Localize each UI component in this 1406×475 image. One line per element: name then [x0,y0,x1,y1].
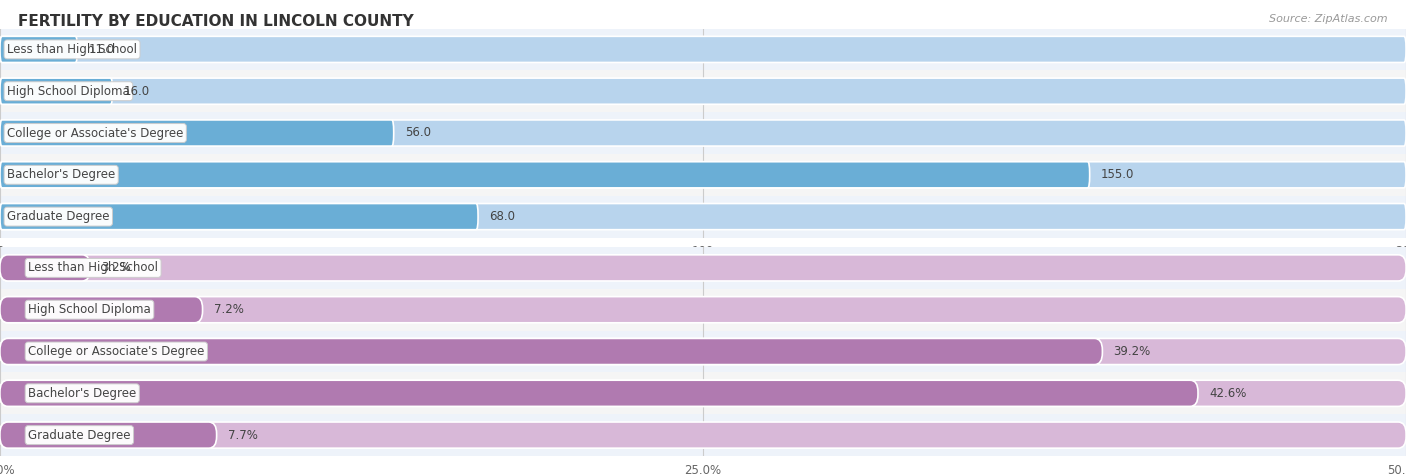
FancyBboxPatch shape [0,422,1406,448]
Text: Less than High School: Less than High School [28,261,157,275]
Text: 16.0: 16.0 [124,85,150,98]
FancyBboxPatch shape [0,120,394,146]
Text: Graduate Degree: Graduate Degree [7,210,110,223]
Text: 68.0: 68.0 [489,210,515,223]
FancyBboxPatch shape [0,112,1406,154]
FancyBboxPatch shape [0,255,90,281]
FancyBboxPatch shape [0,331,1406,372]
FancyBboxPatch shape [0,78,112,104]
FancyBboxPatch shape [0,372,1406,414]
FancyBboxPatch shape [0,162,1406,188]
FancyBboxPatch shape [0,289,1406,331]
Text: FERTILITY BY EDUCATION IN LINCOLN COUNTY: FERTILITY BY EDUCATION IN LINCOLN COUNTY [18,14,413,29]
FancyBboxPatch shape [0,162,1090,188]
Text: College or Associate's Degree: College or Associate's Degree [7,126,183,140]
Text: Source: ZipAtlas.com: Source: ZipAtlas.com [1270,14,1388,24]
Text: Graduate Degree: Graduate Degree [28,428,131,442]
FancyBboxPatch shape [0,36,1406,63]
FancyBboxPatch shape [0,154,1406,196]
FancyBboxPatch shape [0,414,1406,456]
Text: High School Diploma: High School Diploma [28,303,150,316]
Text: 11.0: 11.0 [89,43,115,56]
Text: 7.7%: 7.7% [228,428,257,442]
FancyBboxPatch shape [0,78,1406,104]
FancyBboxPatch shape [0,203,1406,230]
Text: Bachelor's Degree: Bachelor's Degree [7,168,115,181]
FancyBboxPatch shape [0,338,1406,365]
FancyBboxPatch shape [0,196,1406,238]
Text: Less than High School: Less than High School [7,43,136,56]
FancyBboxPatch shape [0,255,1406,281]
Text: 3.2%: 3.2% [101,261,131,275]
FancyBboxPatch shape [0,338,1102,365]
Text: College or Associate's Degree: College or Associate's Degree [28,345,204,358]
FancyBboxPatch shape [0,120,1406,146]
FancyBboxPatch shape [0,203,478,230]
FancyBboxPatch shape [0,380,1198,407]
FancyBboxPatch shape [0,380,1406,407]
Text: High School Diploma: High School Diploma [7,85,129,98]
Text: 39.2%: 39.2% [1114,345,1150,358]
Text: 56.0: 56.0 [405,126,430,140]
FancyBboxPatch shape [0,36,77,63]
FancyBboxPatch shape [0,28,1406,70]
Text: 42.6%: 42.6% [1209,387,1247,400]
FancyBboxPatch shape [0,247,1406,289]
Text: Bachelor's Degree: Bachelor's Degree [28,387,136,400]
FancyBboxPatch shape [0,422,217,448]
FancyBboxPatch shape [0,296,202,323]
FancyBboxPatch shape [0,70,1406,112]
FancyBboxPatch shape [0,296,1406,323]
Text: 155.0: 155.0 [1101,168,1135,181]
Text: 7.2%: 7.2% [214,303,243,316]
